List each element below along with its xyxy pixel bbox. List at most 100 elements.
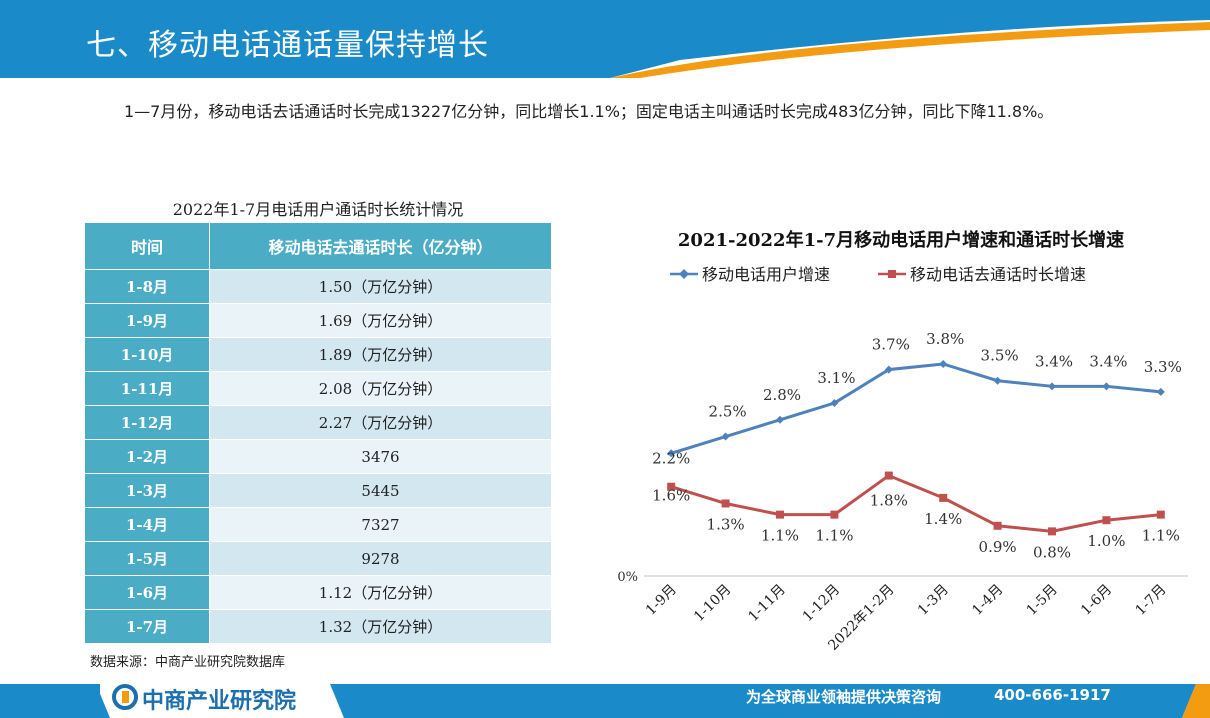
data-label: 0.9% — [979, 538, 1017, 556]
legend-marker — [888, 270, 896, 278]
table-cell-period: 1-12月 — [84, 405, 210, 440]
table-cell-period: 1-5月 — [84, 541, 210, 576]
data-point — [721, 499, 730, 508]
data-label: 3.4% — [1035, 352, 1073, 370]
column-header-duration: 移动电话去通话时长（亿分钟） — [209, 222, 552, 270]
table-cell-value: 7327 — [209, 507, 552, 542]
intro-paragraph: 1—7月份，移动电话去话通话时长完成13227亿分钟，同比增长1.1%；固定电话… — [124, 102, 1054, 121]
x-tick-label: 1-12月 — [800, 582, 843, 625]
data-point — [884, 471, 893, 480]
table-cell-period: 1-3月 — [84, 473, 210, 508]
company-logo-icon — [112, 684, 138, 710]
data-point — [1048, 382, 1056, 391]
x-tick-label: 1-5月 — [1024, 582, 1061, 619]
data-label: 3.4% — [1089, 352, 1127, 370]
series-line — [670, 474, 1161, 533]
table-cell-value: 1.89（万亿分钟） — [209, 337, 552, 372]
data-point — [993, 376, 1002, 385]
legend-label: 移动电话用户增速 — [702, 265, 830, 284]
table-cell-period: 1-4月 — [84, 507, 210, 542]
data-label: 3.3% — [1144, 358, 1182, 376]
table-title: 2022年1-7月电话用户通话时长统计情况 — [172, 200, 464, 219]
data-label: 1.8% — [870, 492, 908, 510]
data-point — [830, 510, 839, 519]
table-row: 1-12月 2.27（万亿分钟） — [84, 405, 552, 440]
data-point — [1156, 510, 1165, 519]
table-cell-value: 1.12（万亿分钟） — [209, 575, 552, 610]
data-label: 3.7% — [872, 336, 910, 354]
data-label: 3.5% — [981, 347, 1019, 365]
table-row: 1-7月 1.32（万亿分钟） — [84, 609, 552, 644]
data-point — [1102, 516, 1111, 525]
table-cell-period: 1-6月 — [84, 575, 210, 610]
data-label: 1.1% — [761, 527, 799, 545]
column-header-time: 时间 — [84, 222, 210, 270]
x-tick-label: 1-6月 — [1078, 582, 1115, 619]
call-duration-table: 时间 移动电话去通话时长（亿分钟） 1-8月 1.50（万亿分钟） 1-9月 1.6… — [84, 222, 552, 644]
table-cell-period: 1-9月 — [84, 303, 210, 338]
table-cell-value: 1.32（万亿分钟） — [209, 609, 552, 644]
data-point — [667, 482, 676, 491]
table-cell-period: 1-2月 — [84, 439, 210, 474]
table-row: 1-4月 7327 — [84, 507, 552, 542]
table-cell-period: 1-8月 — [84, 269, 210, 304]
data-source-note: 数据来源：中商产业研究院数据库 — [90, 655, 286, 670]
table-row: 1-2月 3476 — [84, 439, 552, 474]
data-label: 2.8% — [763, 386, 801, 404]
table-cell-value: 5445 — [209, 473, 552, 508]
table-cell-value: 9278 — [209, 541, 552, 576]
table-cell-value: 2.27（万亿分钟） — [209, 405, 552, 440]
table-row: 1-11月 2.08（万亿分钟） — [84, 371, 552, 406]
table-row: 1-8月 1.50（万亿分钟） — [84, 269, 552, 304]
data-label: 3.8% — [926, 330, 964, 348]
x-tick-label: 1-4月 — [969, 582, 1006, 619]
data-point — [1156, 387, 1165, 396]
table-cell-value: 2.08（万亿分钟） — [209, 371, 552, 406]
data-point — [939, 493, 948, 502]
data-label: 1.3% — [707, 515, 745, 533]
table-cell-period: 1-7月 — [84, 609, 210, 644]
table-cell-value: 1.69（万亿分钟） — [209, 303, 552, 338]
table-row: 1-6月 1.12（万亿分钟） — [84, 575, 552, 610]
company-logo-text: 中商产业研究院 — [142, 689, 297, 714]
header-background — [0, 0, 1210, 78]
data-label: 0.8% — [1033, 543, 1071, 561]
table-cell-value: 1.50（万亿分钟） — [209, 269, 552, 304]
data-point — [830, 399, 839, 408]
table-row: 1-3月 5445 — [84, 473, 552, 508]
data-point — [776, 510, 784, 519]
footer-slogan: 为全球商业领袖提供决策咨询 — [746, 688, 942, 706]
series-line — [670, 362, 1161, 455]
data-point — [884, 365, 893, 374]
data-point — [939, 360, 948, 368]
header-band: 七、移动电话通话量保持增长 — [0, 0, 1210, 78]
footer-band — [0, 678, 1210, 718]
table-row: 1-10月 1.89（万亿分钟） — [84, 337, 552, 372]
data-label: 2.2% — [652, 449, 690, 467]
data-label: 1.6% — [652, 487, 690, 505]
table-cell-period: 1-11月 — [84, 371, 210, 406]
y-axis-zero-label: 0% — [617, 570, 638, 585]
data-point — [667, 449, 676, 458]
data-label: 2.5% — [709, 403, 747, 421]
data-label: 1.0% — [1087, 532, 1125, 550]
data-label: 1.1% — [1142, 527, 1180, 545]
data-point — [1048, 527, 1056, 536]
x-tick-label: 1-7月 — [1132, 582, 1169, 619]
x-tick-label: 1-10月 — [691, 582, 734, 625]
chart-title: 2021-2022年1-7月移动电话用户增速和通话时长增速 — [677, 230, 1125, 251]
data-point — [776, 415, 784, 424]
data-point — [1102, 382, 1111, 391]
x-tick-label: 1-11月 — [745, 582, 788, 625]
page-title: 七、移动电话通话量保持增长 — [86, 28, 489, 63]
data-label: 1.4% — [924, 510, 962, 528]
data-label: 3.1% — [817, 369, 855, 387]
x-tick-label: 1-3月 — [915, 582, 952, 619]
table-row: 1-5月 9278 — [84, 541, 552, 576]
legend-label: 移动电话去通话时长增速 — [910, 265, 1086, 284]
table-cell-value: 3476 — [209, 439, 552, 474]
table-cell-period: 1-10月 — [84, 337, 210, 372]
footer-phone: 400-666-1917 — [994, 686, 1111, 704]
data-point — [993, 521, 1002, 530]
